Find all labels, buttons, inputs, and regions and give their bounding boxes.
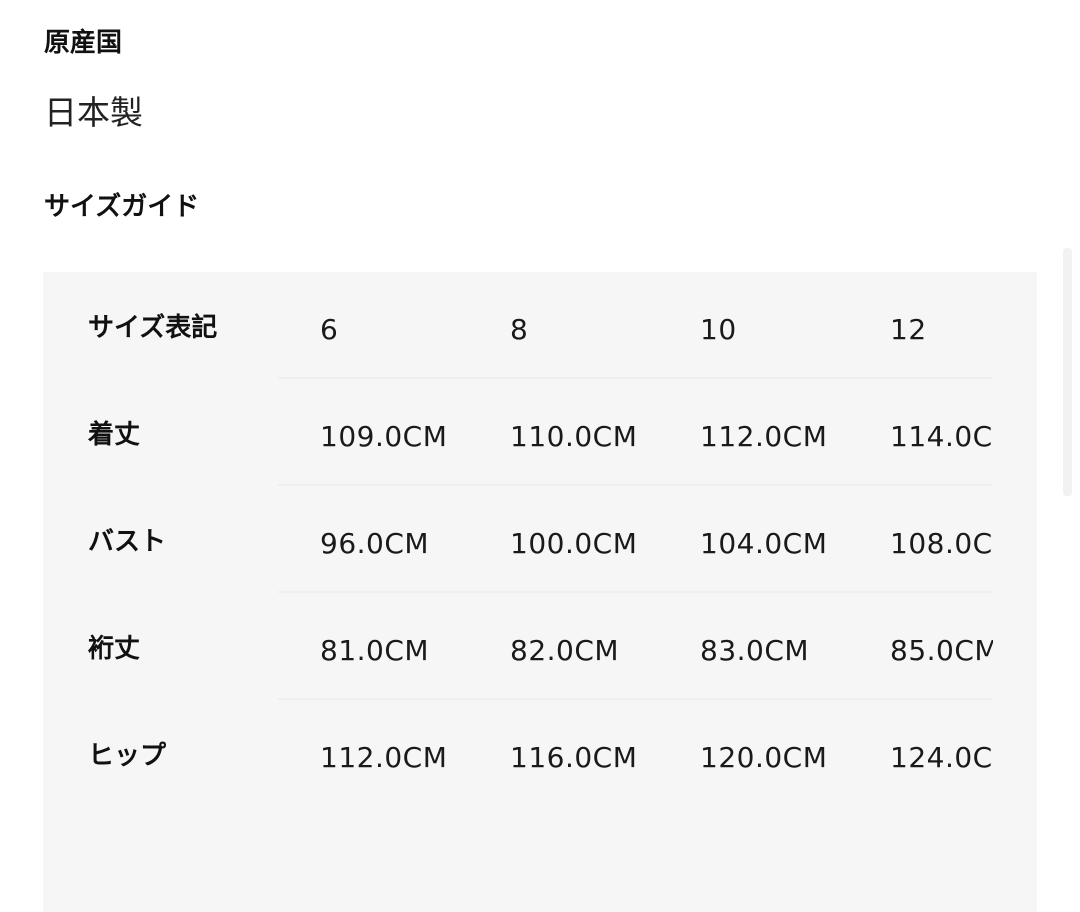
table-cell: 108.0CM (890, 527, 993, 560)
row-label: 着丈 (88, 420, 141, 450)
table-cell: 12 (890, 313, 927, 346)
table-cell: 83.0CM (700, 634, 810, 667)
table-cell: 104.0CM (700, 527, 828, 560)
table-cell: 109.0CM (320, 420, 448, 453)
table-row: 112.0CM 116.0CM 120.0CM 124.0CM (278, 698, 993, 806)
table-cell: 110.0CM (510, 420, 638, 453)
table-row: 96.0CM 100.0CM 104.0CM 108.0CM (278, 484, 993, 592)
origin-value: 日本製 (44, 93, 143, 132)
table-cell: 124.0CM (890, 741, 993, 774)
table-cell: 82.0CM (510, 634, 620, 667)
table-cell: 6 (320, 313, 339, 346)
table-row: 81.0CM 82.0CM 83.0CM 85.0CM (278, 591, 993, 699)
size-guide-table: サイズ表記着丈バスト裄丈ヒップ 6 8 10 12 109.0CM 110.0CM 112.… (43, 272, 1037, 912)
row-label: ヒップ (88, 741, 167, 771)
origin-heading: 原産国 (44, 28, 123, 58)
table-cell: 8 (510, 313, 529, 346)
row-label: バスト (88, 527, 167, 557)
table-cell: 116.0CM (510, 741, 638, 774)
table-cell: 114.0CM (890, 420, 993, 453)
table-cell: 100.0CM (510, 527, 638, 560)
table-row: 109.0CM 110.0CM 112.0CM 114.0CM (278, 377, 993, 485)
row-label: サイズ表記 (88, 313, 218, 343)
scrollbar[interactable] (1063, 248, 1072, 496)
size-table-scroll-area[interactable]: 6 8 10 12 109.0CM 110.0CM 112.0CM 114.0CM 96.0CM… (278, 272, 993, 812)
row-label: 裄丈 (88, 634, 141, 664)
table-cell: 120.0CM (700, 741, 828, 774)
size-guide-heading: サイズガイド (44, 192, 200, 222)
table-cell: 112.0CM (320, 741, 448, 774)
table-cell: 96.0CM (320, 527, 430, 560)
table-cell: 85.0CM (890, 634, 993, 667)
table-cell: 10 (700, 313, 737, 346)
table-cell: 81.0CM (320, 634, 430, 667)
table-cell: 112.0CM (700, 420, 828, 453)
table-row: 6 8 10 12 (278, 272, 993, 378)
